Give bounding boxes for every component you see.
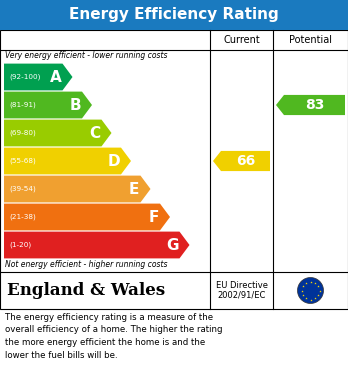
Text: A: A [50, 70, 62, 84]
Text: Energy Efficiency Rating: Energy Efficiency Rating [69, 7, 279, 23]
Text: England & Wales: England & Wales [7, 282, 165, 299]
Polygon shape [4, 204, 170, 230]
Text: (21-38): (21-38) [9, 214, 36, 220]
Text: (55-68): (55-68) [9, 158, 36, 164]
Text: Current: Current [223, 35, 260, 45]
Text: 83: 83 [305, 98, 324, 112]
Text: (69-80): (69-80) [9, 130, 36, 136]
Text: (81-91): (81-91) [9, 102, 36, 108]
Text: D: D [108, 154, 120, 169]
Circle shape [298, 278, 324, 303]
Text: Not energy efficient - higher running costs: Not energy efficient - higher running co… [5, 260, 167, 269]
Text: Potential: Potential [289, 35, 332, 45]
Text: 66: 66 [236, 154, 255, 168]
Polygon shape [4, 64, 72, 90]
Text: G: G [166, 237, 179, 253]
Text: (1-20): (1-20) [9, 242, 31, 248]
Polygon shape [4, 147, 131, 174]
Polygon shape [4, 176, 150, 203]
Polygon shape [4, 120, 111, 146]
Text: C: C [89, 126, 101, 140]
Text: B: B [69, 97, 81, 113]
Text: (39-54): (39-54) [9, 186, 36, 192]
Polygon shape [213, 151, 270, 171]
Polygon shape [4, 231, 190, 258]
Polygon shape [4, 91, 92, 118]
Text: 2002/91/EC: 2002/91/EC [217, 291, 266, 300]
Text: Very energy efficient - lower running costs: Very energy efficient - lower running co… [5, 51, 167, 60]
Text: EU Directive: EU Directive [215, 281, 268, 290]
Text: The energy efficiency rating is a measure of the
overall efficiency of a home. T: The energy efficiency rating is a measur… [5, 313, 222, 359]
Bar [0, 30, 348, 309]
Polygon shape [276, 95, 345, 115]
Text: E: E [129, 181, 140, 197]
Bar [0, 0, 348, 30]
Text: (92-100): (92-100) [9, 74, 40, 80]
Text: F: F [149, 210, 159, 224]
